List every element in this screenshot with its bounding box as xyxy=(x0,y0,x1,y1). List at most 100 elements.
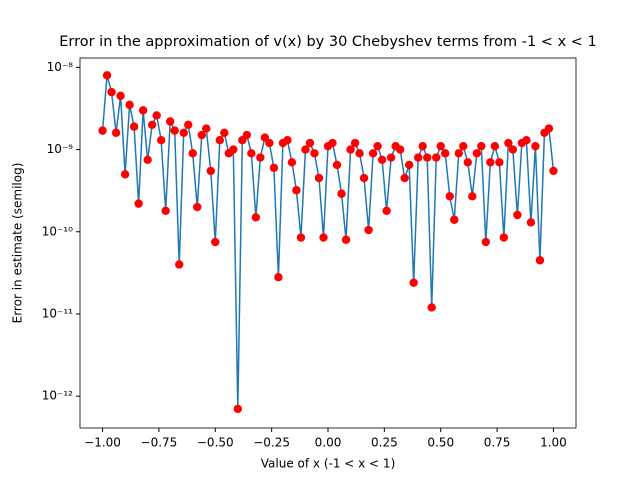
data-point xyxy=(454,149,463,158)
data-point xyxy=(436,141,445,151)
data-point xyxy=(450,215,459,224)
y-tick-label: 10⁻⁸ xyxy=(47,60,74,74)
data-point xyxy=(170,126,179,135)
data-point xyxy=(413,153,423,162)
data-point xyxy=(125,100,134,110)
data-point xyxy=(386,153,396,162)
data-point xyxy=(404,160,414,170)
data-point xyxy=(544,124,554,133)
x-tick-label: −1.00 xyxy=(84,436,121,450)
data-point xyxy=(310,149,319,158)
data-point xyxy=(499,233,509,242)
data-point xyxy=(549,166,558,176)
data-point xyxy=(256,153,265,162)
data-point xyxy=(111,128,121,137)
data-point xyxy=(161,206,170,215)
x-tick-label: 0.75 xyxy=(484,436,511,450)
data-point xyxy=(156,136,166,145)
chart-title: Error in the approximation of v(x) by 30… xyxy=(59,34,597,50)
x-tick-label: −0.75 xyxy=(141,436,178,450)
y-axis-label: Error in estimate (semilog) xyxy=(11,163,25,324)
data-point xyxy=(152,111,161,120)
data-point xyxy=(129,122,139,131)
data-point xyxy=(463,158,472,167)
data-point xyxy=(314,173,324,183)
data-point xyxy=(477,141,486,151)
data-point xyxy=(409,278,418,287)
data-point xyxy=(495,158,504,167)
data-point xyxy=(102,71,112,80)
data-point xyxy=(120,170,130,179)
data-point xyxy=(193,202,202,212)
data-point xyxy=(346,145,355,154)
data-point xyxy=(481,237,491,247)
data-point xyxy=(296,233,306,242)
data-point xyxy=(319,233,328,242)
data-point xyxy=(251,213,261,222)
data-point xyxy=(423,153,432,162)
data-point xyxy=(535,256,545,265)
data-point xyxy=(220,128,229,137)
data-point xyxy=(350,138,360,148)
data-point xyxy=(459,141,468,151)
data-point xyxy=(359,173,369,183)
x-tick-label: −0.50 xyxy=(197,436,234,450)
data-point xyxy=(175,260,184,269)
data-point xyxy=(116,91,125,101)
data-point xyxy=(427,303,436,312)
plot-frame xyxy=(79,57,577,429)
data-point xyxy=(382,206,391,215)
data-point xyxy=(143,155,152,165)
x-tick-label: 0.50 xyxy=(427,436,454,450)
x-tick-label: 1.00 xyxy=(540,436,567,450)
data-point xyxy=(98,126,107,135)
data-point xyxy=(134,199,143,208)
data-point xyxy=(531,141,540,151)
y-tick-label: 10⁻⁹ xyxy=(47,142,74,156)
data-point xyxy=(355,149,364,158)
data-point xyxy=(301,145,310,154)
data-point xyxy=(526,218,536,227)
data-point xyxy=(305,138,315,148)
data-point xyxy=(508,145,518,154)
data-point xyxy=(468,192,477,201)
data-point xyxy=(247,149,256,158)
data-point xyxy=(107,87,116,97)
y-tick-label: 10⁻¹² xyxy=(42,389,73,403)
x-tick-label: −0.25 xyxy=(253,436,290,450)
data-point xyxy=(206,166,215,176)
data-point xyxy=(332,160,342,170)
data-point xyxy=(292,186,301,195)
data-point xyxy=(147,120,157,130)
data-point xyxy=(395,145,405,154)
data-point xyxy=(373,141,382,151)
data-point xyxy=(265,138,274,148)
data-point xyxy=(400,173,409,183)
data-point xyxy=(490,141,500,151)
data-point xyxy=(188,149,197,158)
data-point xyxy=(242,130,252,140)
data-point xyxy=(341,235,351,244)
data-point xyxy=(432,153,441,162)
data-point xyxy=(445,192,454,201)
y-tick-label: 10⁻¹⁰ xyxy=(42,224,73,238)
data-point xyxy=(328,138,337,148)
data-point xyxy=(283,136,292,145)
x-axis-label: Value of x (-1 < x < 1) xyxy=(261,457,396,471)
data-point xyxy=(377,155,387,165)
data-point xyxy=(287,158,297,167)
data-point xyxy=(202,124,211,133)
data-point xyxy=(504,138,513,148)
data-point xyxy=(211,237,220,247)
data-point xyxy=(269,163,279,173)
y-tick-label: 10⁻¹¹ xyxy=(42,306,73,320)
x-tick-label: 0.00 xyxy=(315,436,342,450)
data-point xyxy=(233,404,243,414)
data-point xyxy=(364,225,373,235)
data-point xyxy=(486,158,495,167)
data-point xyxy=(368,149,378,158)
data-point xyxy=(418,141,427,151)
data-point xyxy=(522,136,531,145)
x-tick-label: 0.25 xyxy=(371,436,398,450)
